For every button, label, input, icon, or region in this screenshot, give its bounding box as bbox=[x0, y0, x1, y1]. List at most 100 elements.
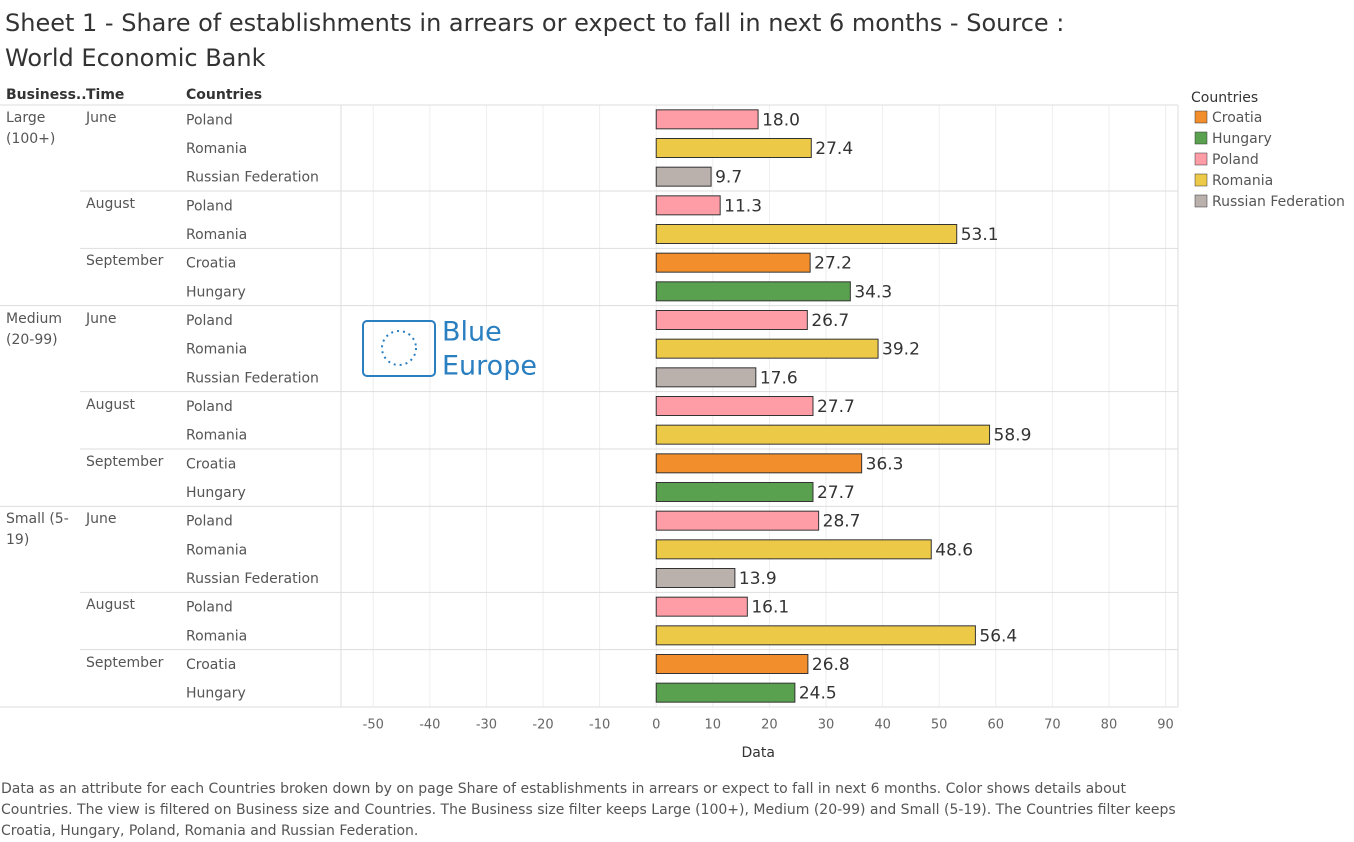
country-label: Russian Federation bbox=[186, 370, 319, 386]
row-header: Countries bbox=[186, 87, 262, 103]
data-label: 16.1 bbox=[751, 598, 789, 618]
country-label: Poland bbox=[186, 600, 233, 616]
x-tick-label: 20 bbox=[761, 718, 778, 733]
x-tick-label: -50 bbox=[363, 718, 384, 733]
data-label: 36.3 bbox=[866, 454, 904, 474]
legend-swatch bbox=[1194, 194, 1208, 208]
data-label: 11.3 bbox=[724, 196, 762, 216]
bar bbox=[655, 625, 976, 646]
x-tick-label: 50 bbox=[931, 718, 948, 733]
country-label: Romania bbox=[186, 428, 247, 444]
data-label: 48.6 bbox=[935, 540, 973, 560]
x-tick-label: 30 bbox=[818, 718, 835, 733]
bar bbox=[655, 138, 812, 158]
caption: Data as an attribute for each Countries … bbox=[1, 781, 1176, 839]
time-label: August bbox=[86, 597, 135, 614]
data-label: 34.3 bbox=[854, 282, 892, 302]
bar bbox=[655, 424, 991, 445]
bar bbox=[655, 654, 809, 674]
bar bbox=[655, 195, 721, 216]
x-axis-label: Data bbox=[742, 745, 775, 761]
bar bbox=[655, 252, 811, 273]
bar bbox=[655, 682, 796, 703]
x-tick-label: -40 bbox=[419, 718, 440, 733]
x-tick-label: 10 bbox=[705, 718, 722, 733]
logo-stars bbox=[381, 330, 417, 366]
country-label: Romania bbox=[186, 141, 247, 157]
country-label: Romania bbox=[186, 542, 247, 558]
country-label: Russian Federation bbox=[186, 170, 319, 186]
legend-swatch bbox=[1194, 173, 1208, 187]
time-label: June bbox=[86, 310, 117, 327]
legend-swatch bbox=[1194, 152, 1208, 166]
data-label: 53.1 bbox=[961, 225, 999, 245]
data-label: 9.7 bbox=[715, 168, 742, 188]
x-tick-label: -30 bbox=[476, 718, 497, 733]
row-header: Business.. bbox=[6, 87, 87, 103]
bar bbox=[655, 166, 712, 187]
watermark-text: Blue bbox=[442, 317, 502, 348]
legend-label: Russian Federation bbox=[1212, 194, 1345, 210]
country-label: Croatia bbox=[186, 456, 236, 472]
country-label: Poland bbox=[186, 514, 233, 530]
data-label: 27.2 bbox=[814, 254, 852, 274]
data-label: 58.9 bbox=[994, 426, 1032, 446]
x-tick-label: 80 bbox=[1101, 718, 1118, 733]
data-label: 13.9 bbox=[739, 569, 777, 589]
time-label: June bbox=[86, 110, 117, 126]
bar bbox=[655, 568, 736, 588]
data-label: 28.7 bbox=[823, 512, 861, 532]
country-label: Hungary bbox=[186, 686, 246, 702]
data-label: 56.4 bbox=[979, 626, 1017, 646]
country-label: Croatia bbox=[186, 657, 236, 673]
row-header: Time bbox=[86, 87, 124, 103]
x-tick-label: -10 bbox=[589, 718, 610, 733]
time-label: June bbox=[86, 511, 117, 528]
data-label: 27.7 bbox=[817, 483, 855, 503]
chart-title: Sheet 1 - Share of establishments in arr… bbox=[5, 9, 1065, 72]
legend-swatch bbox=[1194, 110, 1208, 124]
legend-label: Romania bbox=[1212, 173, 1273, 189]
data-label: 26.8 bbox=[812, 655, 850, 675]
bar bbox=[655, 510, 820, 531]
bar bbox=[655, 482, 814, 502]
country-label: Croatia bbox=[186, 256, 236, 272]
time-label: August bbox=[86, 396, 135, 413]
time-label: August bbox=[86, 196, 135, 212]
bar bbox=[655, 310, 808, 330]
country-label: Poland bbox=[186, 198, 233, 214]
business-label: Small (5-19) bbox=[6, 511, 69, 549]
country-label: Poland bbox=[186, 399, 233, 415]
bar bbox=[655, 539, 932, 560]
bar bbox=[655, 596, 748, 617]
x-tick-label: -20 bbox=[532, 718, 553, 733]
data-label: 27.4 bbox=[815, 139, 853, 159]
time-label: September bbox=[86, 253, 164, 270]
bar bbox=[655, 338, 879, 359]
business-label: Large (100+) bbox=[6, 110, 56, 147]
data-label: 17.6 bbox=[760, 368, 798, 388]
data-label: 27.7 bbox=[817, 397, 855, 417]
logo-flag bbox=[362, 320, 436, 377]
x-tick-label: 0 bbox=[652, 718, 660, 733]
bar bbox=[655, 109, 759, 130]
x-tick-label: 60 bbox=[987, 718, 1004, 733]
country-label: Hungary bbox=[186, 284, 246, 300]
country-label: Romania bbox=[186, 628, 247, 644]
bar bbox=[655, 453, 863, 474]
data-label: 39.2 bbox=[882, 340, 920, 360]
business-label: Medium (20-99) bbox=[6, 310, 62, 348]
bar bbox=[655, 396, 814, 416]
x-tick-label: 70 bbox=[1044, 718, 1061, 733]
legend-title: Countries bbox=[1191, 90, 1258, 106]
watermark-text: Europe bbox=[442, 351, 537, 382]
time-label: September bbox=[86, 654, 164, 671]
data-label: 18.0 bbox=[762, 110, 800, 130]
x-tick-label: 90 bbox=[1157, 718, 1174, 733]
country-label: Romania bbox=[186, 227, 247, 243]
country-label: Romania bbox=[186, 342, 247, 358]
country-label: Poland bbox=[186, 112, 233, 128]
legend-label: Hungary bbox=[1212, 131, 1272, 147]
